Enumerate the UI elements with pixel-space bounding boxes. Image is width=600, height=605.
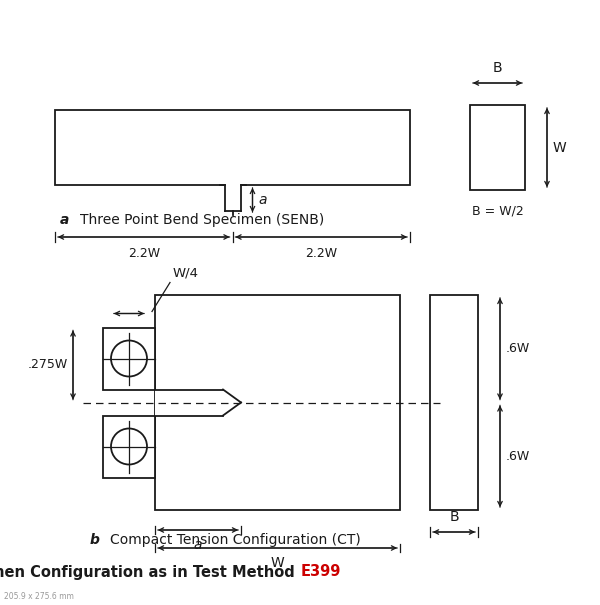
Text: a: a: [60, 213, 70, 227]
Bar: [103, 416, 155, 477]
Text: B: B: [449, 510, 459, 524]
Text: E399: E399: [301, 564, 341, 580]
Text: 2.2W: 2.2W: [305, 247, 337, 260]
Text: FIG. 3 Specimen Configuration as in Test Method: FIG. 3 Specimen Configuration as in Test…: [0, 564, 300, 580]
Text: W: W: [553, 140, 567, 154]
Text: .275W: .275W: [28, 359, 68, 371]
Text: W/4: W/4: [173, 266, 199, 280]
Text: 205.9 x 275.6 mm: 205.9 x 275.6 mm: [4, 592, 74, 601]
Circle shape: [111, 428, 147, 465]
Bar: [155, 390, 223, 416]
Text: B = W/2: B = W/2: [472, 204, 523, 217]
Bar: [430, 295, 478, 510]
Text: B: B: [493, 61, 502, 75]
Bar: [470, 105, 525, 190]
Text: a: a: [194, 538, 202, 552]
Circle shape: [111, 341, 147, 376]
Text: Three Point Bend Specimen (SENB): Three Point Bend Specimen (SENB): [80, 213, 324, 227]
Text: Compact Tension Configuration (CT): Compact Tension Configuration (CT): [110, 533, 361, 547]
Text: .6W: .6W: [506, 342, 530, 355]
Bar: [103, 327, 155, 390]
Bar: [224, 184, 241, 215]
Bar: [155, 295, 400, 510]
Text: 2.2W: 2.2W: [128, 247, 160, 260]
Text: b: b: [90, 533, 100, 547]
Text: a: a: [259, 193, 267, 207]
Bar: [55, 110, 410, 185]
Text: .6W: .6W: [506, 450, 530, 463]
Text: W: W: [271, 556, 284, 570]
